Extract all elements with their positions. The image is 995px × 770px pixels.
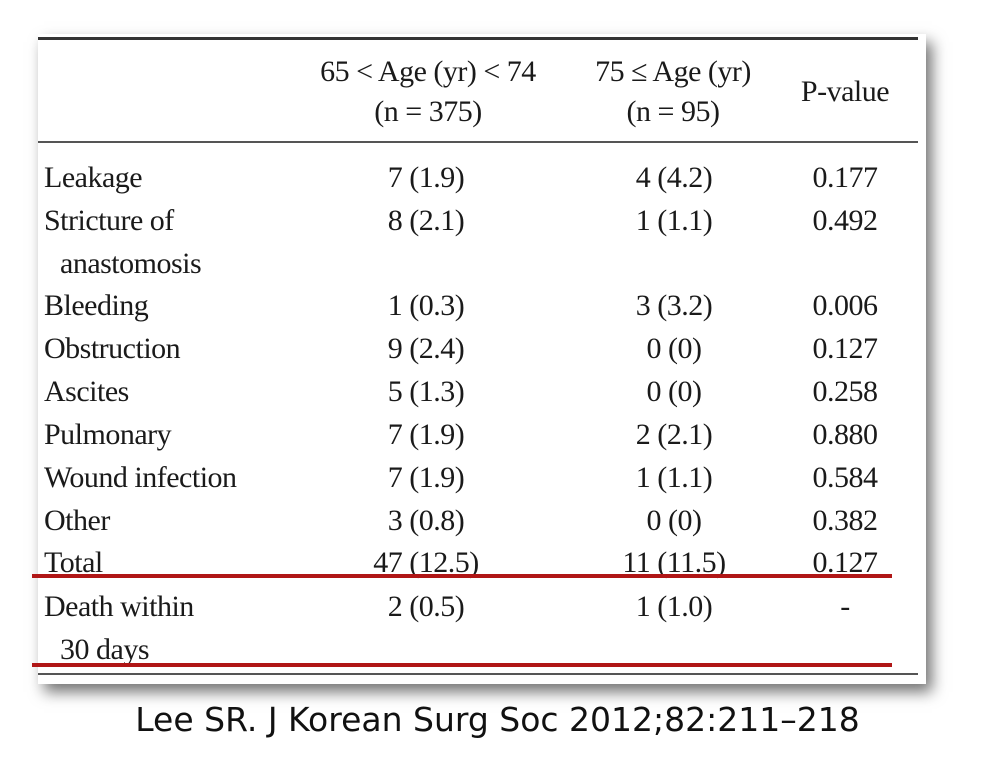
row-value-75-plus: 2 (2.1) [635,418,713,451]
table-row: Other 3 (0.8) 0 (0) 0.382 [38,499,918,542]
table-row: Pulmonary 7 (1.9) 2 (2.1) 0.880 [38,413,918,456]
row-label-line2: anastomosis [60,247,202,280]
table-row-death: Death within 30 days 2 (0.5) 1 (1.0) - [38,585,918,666]
row-p-value: 0.492 [812,204,879,237]
row-value-75-plus: 11 (11.5) [622,546,726,579]
row-value-65-74: 2 (0.5) [387,590,465,623]
row-value-65-74: 5 (1.3) [387,375,465,408]
row-value-75-plus: 4 (4.2) [635,161,713,194]
row-value-65-74: 1 (0.3) [387,289,465,322]
table-row: Stricture of anastomosis 8 (2.1) 1 (1.1)… [38,199,918,280]
row-value-75-plus: 0 (0) [646,332,702,365]
header-age-75-plus-n: (n = 95) [626,95,720,128]
row-p-value: 0.006 [812,289,879,322]
row-value-75-plus: 1 (1.0) [635,590,713,623]
header-age-75-plus-label: 75 ≤ Age (yr) [595,55,751,88]
header-age-75-plus: 75 ≤ Age (yr) (n = 95) [574,52,772,132]
table-row: Bleeding 1 (0.3) 3 (3.2) 0.006 [38,284,918,327]
row-label-line1: Death within [44,590,194,623]
row-label: Pulmonary [44,418,172,451]
row-p-value: 0.382 [812,504,879,537]
row-label: Obstruction [44,332,181,365]
header-age-65-74-label: 65 < Age (yr) < 74 [320,55,536,88]
row-value-65-74: 7 (1.9) [387,161,465,194]
row-value-75-plus: 3 (3.2) [635,289,713,322]
row-p-value: 0.127 [812,546,879,579]
row-p-value: 0.127 [812,332,879,365]
row-p-value: 0.258 [812,375,879,408]
table-row: Ascites 5 (1.3) 0 (0) 0.258 [38,370,918,413]
row-label: Bleeding [44,289,149,322]
table-card: 65 < Age (yr) < 74 (n = 375) 75 ≤ Age (y… [32,34,926,684]
row-p-value: 0.177 [812,161,879,194]
row-value-75-plus: 0 (0) [646,375,702,408]
row-value-65-74: 8 (2.1) [387,204,465,237]
row-label: Total [44,546,103,579]
row-value-65-74: 3 (0.8) [387,504,465,537]
table-row-total: Total 47 (12.5) 11 (11.5) 0.127 [38,541,918,584]
row-label-line1: Stricture of [44,204,174,237]
row-label: Wound infection [44,461,237,494]
row-p-value: 0.584 [812,461,879,494]
row-label: Stricture of anastomosis [44,199,202,285]
citation: Lee SR. J Korean Surg Soc 2012;82:211–21… [135,700,860,739]
row-value-65-74: 7 (1.9) [387,461,465,494]
table-row: Leakage 7 (1.9) 4 (4.2) 0.177 [38,156,918,199]
row-label-line2: 30 days [60,633,149,666]
row-label: Leakage [44,161,143,194]
highlight-line-bottom [32,663,892,667]
row-label: Death within 30 days [44,585,194,671]
row-value-75-plus: 1 (1.1) [635,204,713,237]
table-bottom-rule [38,673,918,675]
row-p-value: - [840,590,850,623]
highlight-line-top [32,574,892,578]
table-row: Obstruction 9 (2.4) 0 (0) 0.127 [38,327,918,370]
header-age-65-74: 65 < Age (yr) < 74 (n = 375) [292,52,564,132]
table-top-rule [38,37,918,40]
row-value-65-74: 7 (1.9) [387,418,465,451]
row-p-value: 0.880 [812,418,879,451]
row-label: Other [44,504,110,537]
row-label: Ascites [44,375,129,408]
header-p-value: P-value [800,75,890,108]
row-value-65-74: 47 (12.5) [373,546,479,579]
row-value-75-plus: 1 (1.1) [635,461,713,494]
header-age-65-74-n: (n = 375) [374,95,482,128]
table-row: Wound infection 7 (1.9) 1 (1.1) 0.584 [38,456,918,499]
row-value-65-74: 9 (2.4) [387,332,465,365]
table-header-rule [38,141,918,143]
row-value-75-plus: 0 (0) [646,504,702,537]
